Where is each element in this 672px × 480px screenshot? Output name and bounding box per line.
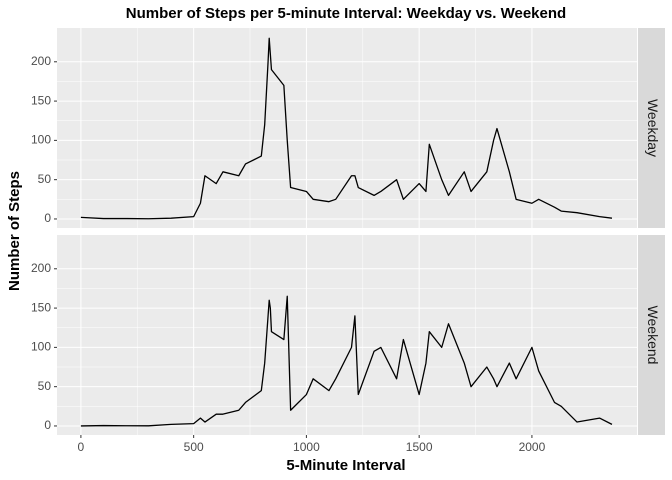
strip-label: Weekend xyxy=(645,306,661,365)
y-tick-label: 50 xyxy=(38,379,52,393)
strip-background xyxy=(638,235,665,435)
x-tick-label: 2000 xyxy=(519,440,546,454)
y-tick-label: 50 xyxy=(38,172,52,186)
y-tick-label: 150 xyxy=(31,93,51,107)
data-line xyxy=(80,295,613,427)
x-tick-label: 1000 xyxy=(293,440,320,454)
y-axis-title: Number of Steps xyxy=(6,171,23,291)
x-axis-title: 5-Minute Interval xyxy=(286,457,405,474)
y-tick-label: 100 xyxy=(31,133,51,147)
x-tick-label: 500 xyxy=(184,440,204,454)
panel-background xyxy=(57,235,637,435)
data-line xyxy=(80,37,613,220)
y-tick-label: 200 xyxy=(31,54,51,68)
y-tick-label: 150 xyxy=(31,300,51,314)
x-tick-label: 1500 xyxy=(406,440,433,454)
strip-background xyxy=(638,28,665,228)
y-tick-label: 200 xyxy=(31,261,51,275)
panel-background xyxy=(57,28,637,228)
x-tick-label: 0 xyxy=(78,440,85,454)
chart-title: Number of Steps per 5-minute Interval: W… xyxy=(126,5,566,22)
strip-label: Weekday xyxy=(645,99,661,157)
y-tick-label: 0 xyxy=(44,211,51,225)
y-tick-label: 0 xyxy=(44,418,51,432)
y-tick-label: 100 xyxy=(31,340,51,354)
